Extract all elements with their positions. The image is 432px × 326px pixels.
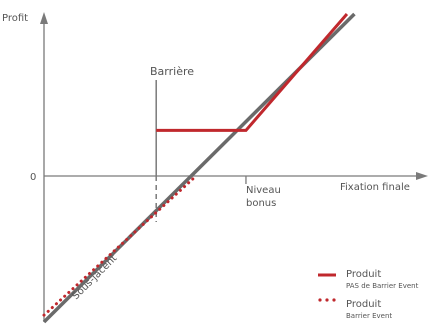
legend-swatch-dotted — [318, 298, 336, 302]
y-axis-label: Profit — [2, 13, 28, 24]
legend-label-solid: Produit — [346, 269, 381, 280]
x-axis-label: Fixation finale — [340, 182, 410, 193]
bonus-level-label-line2: bonus — [246, 198, 276, 209]
series-layer — [42, 12, 356, 324]
bonus-level-label-line1: Niveau — [246, 185, 281, 196]
series-product-no-barrier-event — [156, 13, 349, 132]
barrier-label: Barrière — [150, 65, 194, 78]
legend-sublabel-dotted: Barrier Event — [346, 312, 392, 320]
underlying-label: Sous-jacent — [70, 253, 119, 302]
x-axis-arrow — [416, 172, 428, 180]
legend: Produit PAS de Barrier Event Produit Bar… — [318, 269, 419, 320]
y-axis-arrow — [40, 12, 48, 24]
legend-sublabel-solid: PAS de Barrier Event — [346, 282, 419, 290]
y-zero-label: 0 — [30, 172, 36, 183]
legend-label-dotted: Produit — [346, 299, 381, 310]
series-product-barrier-event — [42, 176, 196, 317]
